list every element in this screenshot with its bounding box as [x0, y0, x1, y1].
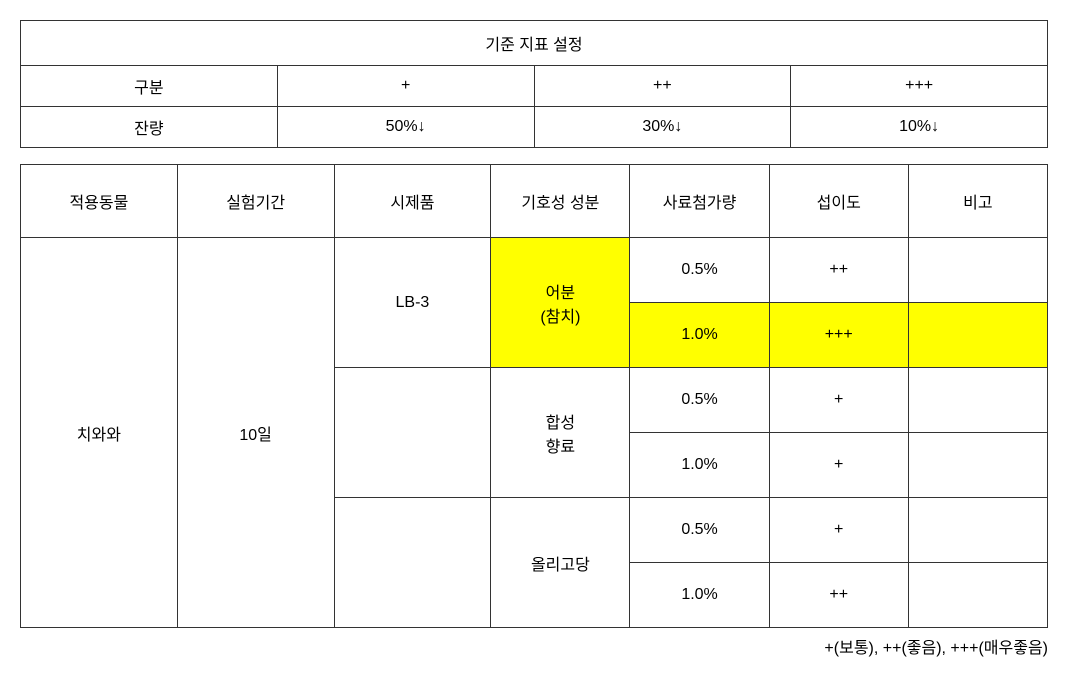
- header-rating: 섭이도: [769, 165, 908, 238]
- cell-r4-rating: +: [769, 433, 908, 498]
- cell-product-3: [334, 498, 491, 628]
- cell-r5-note: [908, 498, 1047, 563]
- header-note: 비고: [908, 165, 1047, 238]
- footnote-legend: +(보통), ++(좋음), +++(매우좋음): [20, 634, 1048, 658]
- cell-r1-note: [908, 238, 1047, 303]
- cell-r3-rating: +: [769, 368, 908, 433]
- criteria-row1-c2: ++: [534, 66, 791, 107]
- cell-r2-rating: +++: [769, 303, 908, 368]
- criteria-row1-label: 구분: [21, 66, 278, 107]
- criteria-row2-c1: 50%↓: [277, 107, 534, 148]
- cell-product-1: LB-3: [334, 238, 491, 368]
- cell-r3-amount: 0.5%: [630, 368, 769, 433]
- criteria-row2-c2: 30%↓: [534, 107, 791, 148]
- header-ingredient: 기호성 성분: [491, 165, 630, 238]
- cell-r1-amount: 0.5%: [630, 238, 769, 303]
- ingredient-1-line1: 어분: [546, 285, 575, 302]
- cell-r6-rating: ++: [769, 563, 908, 628]
- cell-r5-amount: 0.5%: [630, 498, 769, 563]
- cell-r4-note: [908, 433, 1047, 498]
- cell-product-2: [334, 368, 491, 498]
- criteria-row2-label: 잔량: [21, 107, 278, 148]
- criteria-row1-c1: +: [277, 66, 534, 107]
- header-product: 시제품: [334, 165, 491, 238]
- ingredient-2-line2: 향료: [546, 439, 575, 456]
- cell-r2-note: [908, 303, 1047, 368]
- criteria-row2-c3: 10%↓: [791, 107, 1048, 148]
- criteria-row1-c3: +++: [791, 66, 1048, 107]
- cell-r2-amount: 1.0%: [630, 303, 769, 368]
- cell-r3-note: [908, 368, 1047, 433]
- cell-r1-rating: ++: [769, 238, 908, 303]
- cell-ingredient-2: 합성 향료: [491, 368, 630, 498]
- header-amount: 사료첨가량: [630, 165, 769, 238]
- criteria-title: 기준 지표 설정: [21, 21, 1048, 66]
- cell-ingredient-3: 올리고당: [491, 498, 630, 628]
- cell-r6-amount: 1.0%: [630, 563, 769, 628]
- cell-r5-rating: +: [769, 498, 908, 563]
- cell-animal: 치와와: [21, 238, 178, 628]
- cell-r6-note: [908, 563, 1047, 628]
- header-period: 실험기간: [177, 165, 334, 238]
- ingredient-2-line1: 합성: [546, 415, 575, 432]
- criteria-table: 기준 지표 설정 구분 + ++ +++ 잔량 50%↓ 30%↓ 10%↓: [20, 20, 1048, 148]
- cell-r4-amount: 1.0%: [630, 433, 769, 498]
- cell-ingredient-1: 어분 (참치): [491, 238, 630, 368]
- ingredient-1-line2: (참치): [540, 309, 580, 326]
- header-animal: 적용동물: [21, 165, 178, 238]
- cell-period: 10일: [177, 238, 334, 628]
- experiment-table: 적용동물 실험기간 시제품 기호성 성분 사료첨가량 섭이도 비고 치와와 10…: [20, 164, 1048, 628]
